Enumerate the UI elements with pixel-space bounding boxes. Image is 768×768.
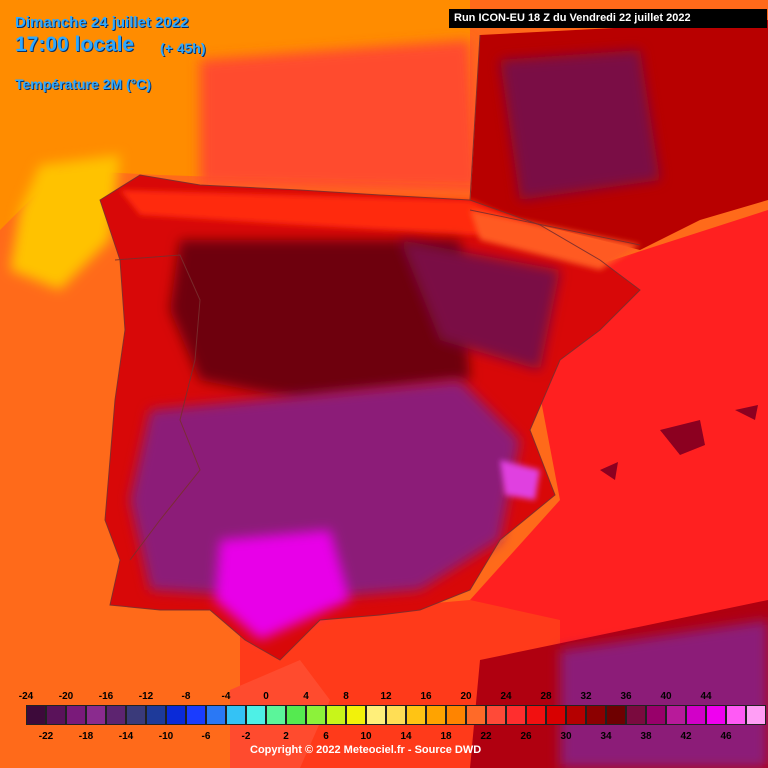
legend-color-cell [566,705,586,725]
legend-tick-label: 18 [440,731,452,742]
parameter-title: Température 2M (°C) [15,76,152,92]
legend-color-cell [266,705,286,725]
legend-tick-label: 28 [540,691,552,702]
copyright-notice: Copyright © 2022 Meteociel.fr - Source D… [250,744,482,756]
legend-color-cell [626,705,646,725]
temperature-legend: -24 -20 -16 -12 -8 -4 0 4 8 12 16 20 24 28 32 36 40 44 -2… [0,684,768,768]
majorca [660,420,705,455]
legend-tick-label: -18 [78,731,94,742]
run-label: Run ICON-EU 18 Z du Vendredi 22 juillet … [454,12,691,24]
legend-color-cell [746,705,766,725]
legend-color-cell [306,705,326,725]
forecast-date: Dimanche 24 juillet 2022 [15,14,189,31]
ibiza [600,462,618,480]
legend-tick-label: 26 [520,731,532,742]
legend-color-cell [286,705,306,725]
legend-color-cell [406,705,426,725]
legend-color-cell [386,705,406,725]
north-africa-hot [560,620,768,768]
legend-tick-label: 32 [580,691,592,702]
legend-tick-label: 38 [640,731,652,742]
legend-tick-label: -2 [241,731,251,742]
run-info-box: Run ICON-EU 18 Z du Vendredi 22 juillet … [449,9,767,28]
legend-color-cell [86,705,106,725]
legend-color-cell [726,705,746,725]
minorca [735,405,758,420]
legend-tick-label: 36 [620,691,632,702]
legend-tick-label: -4 [221,691,231,702]
legend-color-cell [166,705,186,725]
france-interior [500,50,660,200]
legend-color-cell [326,705,346,725]
northern-meseta [170,240,470,400]
legend-tick-label: -22 [38,731,54,742]
legend-color-cell [526,705,546,725]
legend-tick-label: 40 [660,691,672,702]
cantabrian-mountains [120,190,540,235]
legend-color-cell [186,705,206,725]
guadalquivir-hotspot [215,530,350,640]
legend-tick-label: -24 [18,691,34,702]
legend-tick-label: 0 [263,691,269,702]
legend-color-cell [446,705,466,725]
country-borders [99,34,641,661]
forecast-lead: (+ 45h) [160,40,206,56]
legend-tick-label: 42 [680,731,692,742]
legend-color-cell [126,705,146,725]
legend-color-cell [646,705,666,725]
legend-tick-label: 4 [303,691,309,702]
legend-tick-label: -6 [201,731,211,742]
legend-color-cell [686,705,706,725]
legend-tick-label: -14 [118,731,134,742]
legend-tick-label: 24 [500,691,512,702]
murcia-hotspot [500,460,540,500]
legend-color-cell [466,705,486,725]
legend-tick-label: -20 [58,691,74,702]
bay-of-biscay [200,40,480,190]
galicia-coast-zone [10,155,120,290]
legend-tick-label: 46 [720,731,732,742]
legend-tick-label: 10 [360,731,372,742]
legend-color-cell [146,705,166,725]
legend-color-cell [426,705,446,725]
legend-color-cell [606,705,626,725]
legend-color-cell [106,705,126,725]
legend-tick-label: 34 [600,731,612,742]
legend-tick-label: 2 [283,731,289,742]
legend-color-cell [706,705,726,725]
legend-tick-label: 30 [560,731,572,742]
legend-color-cell [46,705,66,725]
legend-tick-label: -16 [98,691,114,702]
legend-tick-label: 12 [380,691,392,702]
legend-color-cell [66,705,86,725]
pyrenees [470,210,640,270]
legend-color-cell [586,705,606,725]
legend-color-cell [486,705,506,725]
legend-tick-label: 22 [480,731,492,742]
legend-color-cell [246,705,266,725]
ebro-valley [400,240,560,370]
legend-color-cell [506,705,526,725]
legend-color-cell [226,705,246,725]
legend-tick-label: -8 [181,691,191,702]
legend-tick-label: -12 [138,691,154,702]
legend-color-cell [346,705,366,725]
legend-tick-label: 20 [460,691,472,702]
legend-tick-label: 8 [343,691,349,702]
legend-tick-label: 44 [700,691,712,702]
legend-color-cell [666,705,686,725]
forecast-time: 17:00 locale [15,33,135,56]
legend-color-cell [206,705,226,725]
legend-tick-label: 14 [400,731,412,742]
legend-tick-label: 16 [420,691,432,702]
legend-color-cell [26,705,46,725]
legend-tick-label: -10 [158,731,174,742]
legend-color-cell [546,705,566,725]
legend-tick-label: 6 [323,731,329,742]
legend-color-cell [366,705,386,725]
